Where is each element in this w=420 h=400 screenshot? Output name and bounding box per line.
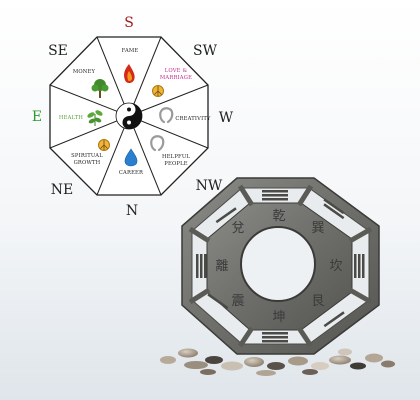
trigram-char-bottom-right: 艮 [311,294,324,309]
direction-se: SE [48,43,68,59]
trigram-char-left: 離 [215,259,228,274]
trigram-char-bottom: 坤 [272,310,285,325]
sector-label-spiritual-1: SPIRITUAL [71,153,103,159]
trigram-bars [196,190,365,343]
plant-icon [87,110,103,126]
tree-icon [91,79,109,98]
horseshoe-icon [150,135,165,152]
sector-dividers [49,36,209,196]
trigram-char-right: 坎 [329,259,342,274]
peace-sign-icon [152,85,164,97]
direction-s: S [124,15,134,31]
direction-nw: NW [196,178,223,194]
metal-bagua-sculpture: 乾 巽 坎 艮 坤 震 離 兌 [181,177,380,355]
sector-label-love-2: MARRIAGE [160,75,192,81]
direction-ne: NE [51,182,73,198]
sector-label-creativity: CREATIVITY [175,116,211,122]
bagua-map: S SW W NW N NE E SE FAME LOVE & MARRIAGE… [32,15,234,219]
fire-icon [124,64,135,83]
yin-yang-icon [115,102,143,130]
trigram-char-top-left: 兌 [231,221,244,236]
water-drop-icon [124,148,138,167]
metal-spokes [188,184,373,348]
sector-label-love-1: LOVE & [165,68,188,74]
sector-label-helpful-1: HELPFUL [162,154,190,160]
horseshoe-icon [159,107,174,124]
peace-sign-icon [98,139,110,151]
metal-center-hole [240,226,316,302]
direction-e: E [32,109,42,125]
sector-label-fame: FAME [122,48,139,54]
direction-sw: SW [193,43,218,59]
sector-label-money: MONEY [73,69,96,75]
trigram-char-bottom-left: 震 [231,294,244,309]
direction-w: W [219,110,234,126]
sector-label-helpful-2: PEOPLE [164,161,187,167]
trigram-char-top-right: 巽 [311,221,324,236]
sector-label-spiritual-2: GROWTH [74,160,101,166]
direction-n: N [126,203,138,219]
pebbles [160,348,395,376]
sector-label-career: CAREER [119,170,144,176]
sector-label-health: HEALTH [59,115,84,121]
trigram-char-top: 乾 [272,209,285,224]
